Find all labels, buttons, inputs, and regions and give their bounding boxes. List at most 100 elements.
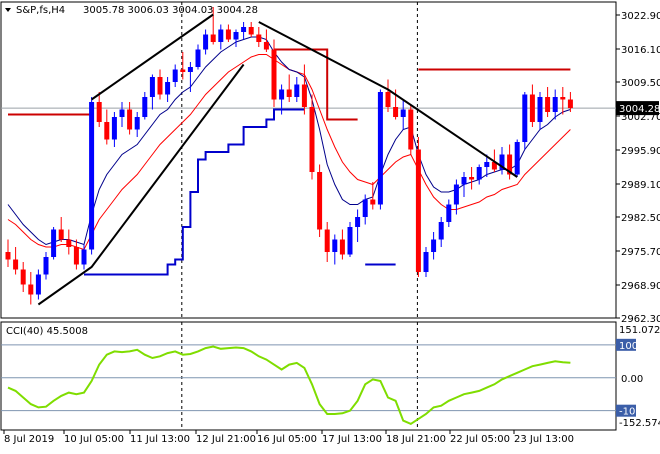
candle-body-bear: [491, 162, 497, 170]
candle-body-bull: [111, 117, 117, 140]
candle-body-bull: [203, 34, 209, 50]
candle-body-bear: [560, 97, 566, 100]
current-price-label: 3004.28: [619, 104, 660, 115]
candle-body-bull: [142, 97, 148, 117]
candle-body-bear: [13, 259, 19, 270]
candle-body-bull: [233, 32, 239, 40]
candle-body-bear: [58, 229, 64, 240]
time-tick-label: 22 Jul 05:00: [450, 434, 510, 445]
candle-body-bear: [20, 269, 26, 285]
candle-body-bull: [195, 49, 201, 67]
cci-level-badge: [616, 404, 636, 417]
candle-body-bear: [263, 42, 269, 50]
candle-body-bear: [529, 94, 535, 122]
candle-body-bear: [301, 84, 307, 107]
candle-body-bear: [415, 149, 421, 272]
candle-body-bull: [484, 162, 490, 167]
symbol-dropdown-icon[interactable]: [5, 8, 11, 12]
candle-body-bull: [332, 239, 338, 252]
candle-body-bear: [385, 92, 391, 107]
price-tick-label: 2968.90: [621, 281, 660, 292]
candle-body-bull: [522, 94, 528, 142]
candle-body-bear: [28, 284, 34, 295]
cci-line: [7, 345, 571, 426]
time-tick-label: 17 Jul 13:00: [322, 434, 382, 445]
cci-level-label: 100: [619, 341, 638, 352]
candle-body-bear: [469, 177, 475, 180]
candle-body-bull: [149, 77, 155, 97]
time-tick-label: 11 Jul 13:00: [130, 434, 190, 445]
candle-body-bear: [309, 107, 315, 172]
candle-body-bull: [35, 274, 41, 295]
candle-body-bull: [294, 84, 300, 97]
candle-body-bear: [324, 229, 330, 252]
price-tick-label: 3022.90: [621, 11, 660, 22]
candle-body-bull: [165, 82, 171, 95]
stop-line-red: [274, 48, 358, 121]
cci-max-label: 151.0726: [619, 325, 660, 336]
time-tick-label: 16 Jul 05:00: [257, 434, 317, 445]
axis-layer: 3022.90 3016.10 3009.50 3002.70 2995.90 2989.…: [3, 11, 660, 445]
candle-body-bear: [96, 102, 102, 122]
candle-body-bear: [507, 154, 513, 175]
candle-body-bull: [43, 257, 49, 275]
cci-name-label: CCI(40) 45.5008: [6, 326, 88, 337]
candle-body-bear: [339, 239, 345, 255]
candle-body-bull: [377, 92, 383, 205]
price-tick-label: 2982.50: [621, 213, 660, 224]
candle-body-bear: [180, 69, 186, 72]
candle-body-bear: [225, 29, 231, 40]
candle-body-bull: [461, 177, 467, 185]
candle-body-bear: [317, 172, 323, 230]
candle-body-bear: [256, 34, 262, 42]
candle-body-bear: [157, 77, 163, 95]
candle-body-bull: [347, 227, 353, 255]
symbol-label: S&P,fs,H4: [16, 5, 65, 16]
candle-body-bull: [476, 167, 482, 180]
cci-layer: [1, 344, 616, 426]
candle-body-bear: [545, 97, 551, 112]
candle-body-bear: [5, 252, 11, 260]
candle-body-bull: [514, 142, 520, 175]
candle-body-bear: [104, 122, 110, 140]
candle-body-bull: [89, 102, 95, 250]
candle-body-bull: [355, 217, 361, 227]
candle-body-bear: [127, 109, 133, 130]
candle-body-bear: [66, 239, 72, 247]
marks-layer: [5, 7, 573, 306]
trendline[interactable]: [91, 13, 214, 101]
candle-body-bull: [172, 69, 178, 82]
candle-body-bull: [362, 199, 368, 217]
price-tick-label: 2995.90: [621, 146, 660, 157]
candle-body-bull: [81, 249, 87, 265]
trendline[interactable]: [37, 63, 245, 306]
time-tick-label: 8 Jul 2019: [4, 434, 54, 445]
cci-level-badge: [616, 338, 636, 351]
candle-body-bear: [248, 27, 254, 35]
stop-line-blue: [84, 108, 305, 276]
current-price-badge: [616, 101, 659, 116]
price-tick-label: 3009.50: [621, 78, 660, 89]
fast-ma-line: [7, 36, 571, 246]
candle-body-bull: [119, 109, 125, 117]
candle-body-bull: [499, 154, 505, 170]
candle-body-bull: [218, 29, 224, 42]
time-tick-label: 23 Jul 13:00: [514, 434, 574, 445]
candle-body-bull: [453, 184, 459, 205]
ohlc-label: 3005.78 3006.03 3004.03 3004.28: [83, 5, 258, 16]
price-tick-label: 3016.10: [621, 45, 660, 56]
price-tick-label: 3002.70: [621, 112, 660, 123]
candle-body-bear: [286, 89, 292, 97]
candle-body-bull: [279, 89, 285, 100]
candle-body-bear: [393, 107, 399, 117]
trendline[interactable]: [258, 21, 518, 178]
time-tick-label: 12 Jul 21:00: [196, 434, 256, 445]
candle-body-bull: [446, 204, 452, 222]
candle-body-bear: [210, 34, 216, 42]
candle-body-bear: [271, 49, 277, 100]
cci-level-label: 0.00: [621, 374, 643, 385]
candle-body-bull: [552, 97, 558, 112]
price-tick-label: 2989.10: [621, 180, 660, 191]
